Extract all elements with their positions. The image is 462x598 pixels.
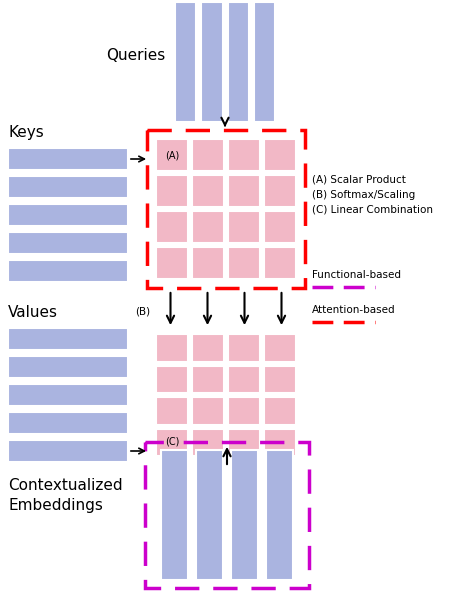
Bar <box>264 334 296 362</box>
Bar <box>228 247 260 279</box>
Bar <box>8 260 128 282</box>
Bar <box>8 440 128 462</box>
Bar <box>228 429 260 456</box>
Bar <box>8 412 128 434</box>
Bar <box>156 365 188 393</box>
Bar <box>145 442 309 588</box>
Bar <box>8 148 128 170</box>
Bar <box>192 175 224 207</box>
Text: (C): (C) <box>165 437 180 447</box>
Text: Queries: Queries <box>106 48 165 63</box>
Bar <box>228 139 260 171</box>
Bar <box>264 211 296 243</box>
Bar <box>156 175 188 207</box>
Bar <box>192 211 224 243</box>
Bar <box>192 397 224 425</box>
Bar <box>156 397 188 425</box>
Bar <box>264 139 296 171</box>
Bar <box>201 2 223 122</box>
Bar <box>231 450 258 580</box>
Bar <box>156 247 188 279</box>
Bar <box>192 247 224 279</box>
Bar <box>266 450 293 580</box>
Bar <box>192 334 224 362</box>
Text: (C) Linear Combination: (C) Linear Combination <box>312 205 433 215</box>
Bar <box>227 2 249 122</box>
Bar <box>228 365 260 393</box>
Bar <box>192 365 224 393</box>
Text: (A): (A) <box>165 151 180 160</box>
Bar <box>192 429 224 456</box>
Text: (B) Softmax/Scaling: (B) Softmax/Scaling <box>312 190 415 200</box>
Bar <box>228 211 260 243</box>
Bar <box>8 384 128 406</box>
Bar <box>8 204 128 226</box>
Bar <box>147 130 305 288</box>
Bar <box>254 2 275 122</box>
Bar <box>228 397 260 425</box>
Bar <box>8 232 128 254</box>
Bar <box>8 356 128 378</box>
Bar <box>175 2 196 122</box>
Bar <box>192 139 224 171</box>
Bar <box>156 211 188 243</box>
Bar <box>8 176 128 198</box>
Bar <box>264 429 296 456</box>
Bar <box>156 139 188 171</box>
Bar <box>228 334 260 362</box>
Bar <box>156 334 188 362</box>
Bar <box>196 450 223 580</box>
Bar <box>161 450 188 580</box>
Text: Functional-based: Functional-based <box>312 270 401 280</box>
Bar <box>264 365 296 393</box>
Bar <box>228 175 260 207</box>
Bar <box>156 429 188 456</box>
Bar <box>264 247 296 279</box>
Bar <box>264 397 296 425</box>
Bar <box>264 175 296 207</box>
Text: Keys: Keys <box>8 125 44 140</box>
Bar <box>8 328 128 350</box>
Text: Attention-based: Attention-based <box>312 305 395 315</box>
Text: Contextualized
Embeddings: Contextualized Embeddings <box>8 478 122 513</box>
Text: (B): (B) <box>135 306 150 316</box>
Text: (A) Scalar Product: (A) Scalar Product <box>312 175 406 185</box>
Text: Values: Values <box>8 305 58 320</box>
